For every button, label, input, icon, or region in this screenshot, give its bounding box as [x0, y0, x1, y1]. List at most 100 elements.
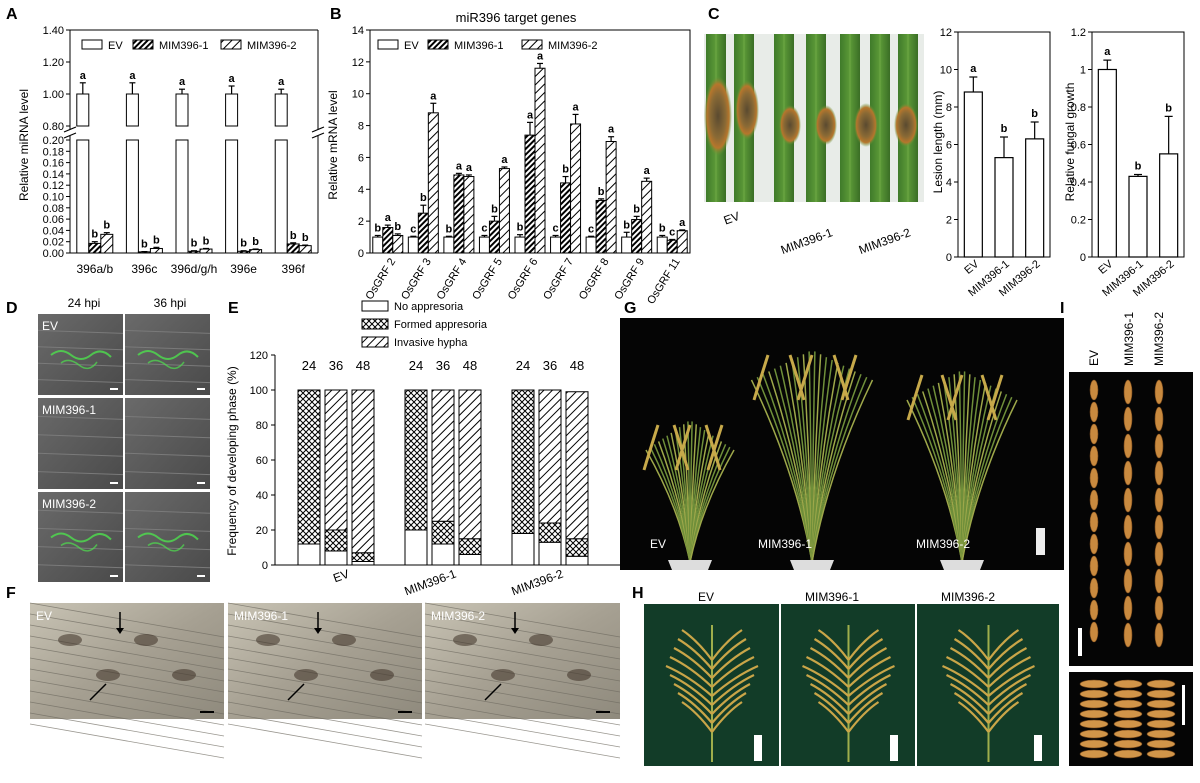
c-lesion-ytick-label: 6 — [946, 140, 952, 152]
panicle-branch — [681, 701, 713, 733]
grain-side — [1113, 709, 1143, 719]
b-xtick-label: OsGRF 9 — [612, 256, 647, 302]
c-fungal-ytick-label: 0.8 — [1071, 102, 1086, 114]
a-sig-letter: a — [179, 76, 186, 88]
scale-bar — [596, 711, 610, 713]
b-xtick-label: OsGRF 3 — [399, 256, 434, 302]
e-group-label: EV — [331, 567, 351, 586]
a-ytick-label: 0.02 — [43, 237, 64, 249]
grain — [1089, 599, 1099, 621]
grain — [1154, 541, 1164, 567]
cell-wall-line — [124, 434, 211, 439]
leaf-lesion-photo — [704, 34, 924, 202]
panicle-branch — [711, 683, 751, 715]
pot — [790, 560, 834, 570]
a-bar-ev-upper — [225, 93, 239, 127]
panicle-branch — [946, 674, 990, 706]
pigment-spot — [491, 669, 515, 681]
grain — [1089, 489, 1099, 511]
lesion-spot — [735, 80, 759, 140]
c-fungal-xtick-label: EV — [1096, 258, 1115, 277]
cell-file-line — [424, 679, 621, 715]
cell-file-line — [29, 712, 225, 748]
grain — [1123, 460, 1133, 486]
panicle-branch — [677, 638, 713, 670]
rice-tiller — [961, 399, 1018, 563]
grain-side — [1113, 699, 1143, 709]
legend-label-formed-appresoria: Formed appresoria — [394, 319, 488, 331]
a-sig-letter: b — [91, 229, 98, 241]
c-lesion-ylabel: Lesion length (mm) — [931, 91, 945, 194]
a-bar-ev-upper — [175, 93, 189, 127]
panicle-branch — [817, 629, 850, 661]
panicle-branch — [673, 647, 713, 679]
b-sig-letter: a — [430, 90, 437, 102]
cell-wall-line — [37, 452, 124, 457]
d-col-36hpi: 36 hpi — [154, 296, 187, 310]
legend-swatch-ev — [81, 39, 103, 50]
panicle-branch — [813, 638, 850, 670]
a-ytick-label: 1.40 — [43, 25, 64, 37]
a-bar-ev — [125, 139, 139, 254]
rice-panicle — [906, 374, 924, 421]
a-sig-letter: b — [203, 235, 210, 247]
e-stack-seg — [538, 389, 562, 524]
a-bar-mim396-1 — [88, 242, 102, 254]
cell-file-line — [424, 602, 621, 638]
grain — [1154, 379, 1164, 405]
c-lesion-bar — [994, 157, 1014, 258]
pot — [940, 560, 984, 570]
b-sig-letter: b — [394, 221, 401, 233]
b-sig-letter: b — [598, 186, 605, 198]
panicle-branch — [987, 629, 1020, 661]
grain — [1154, 460, 1164, 486]
h-scale-bar — [754, 735, 762, 761]
b-ytick-label: 0 — [358, 248, 364, 260]
panel-label-c: C — [708, 6, 720, 23]
rice-tiller — [689, 449, 735, 563]
panicle-branch — [711, 664, 759, 697]
b-bar-ev — [656, 236, 668, 254]
grain — [1123, 622, 1133, 648]
cell-wall-line — [37, 564, 124, 569]
a-sig-letter: a — [278, 76, 285, 88]
a-ytick-label: 0.00 — [43, 248, 64, 260]
panicle-branch — [806, 656, 850, 688]
panicle-branch — [987, 664, 1035, 697]
e-stack-seg — [458, 389, 482, 540]
pigment-spot — [294, 669, 318, 681]
lesion-spot — [704, 76, 732, 156]
grain-side — [1079, 719, 1109, 729]
hypha-fluorescence — [60, 359, 98, 370]
arrow — [287, 683, 305, 701]
cell-file-line — [29, 690, 225, 726]
cell-wall-line — [124, 471, 211, 476]
panicle-branch — [949, 683, 990, 715]
panicle-branch — [677, 692, 713, 724]
grain-side — [1079, 739, 1109, 749]
c-fungal-ytick-label: 1 — [1080, 65, 1086, 77]
legend-swatch-invasive-hypha — [361, 336, 389, 348]
b-bar-ev — [478, 236, 490, 254]
e-stack-seg — [297, 543, 321, 566]
g-scale-bar — [1036, 528, 1045, 555]
panicle-branch — [809, 647, 850, 679]
a-xtick-label: 396f — [282, 262, 306, 276]
cell-wall-line — [124, 362, 211, 367]
panel-label-i: I — [1060, 300, 1064, 317]
e-stack-seg — [431, 520, 455, 545]
a-sig-letter: b — [302, 232, 309, 244]
grain-side — [1079, 709, 1109, 719]
grain-side — [1146, 699, 1176, 709]
h-label-mim396-2: MIM396-2 — [941, 590, 995, 604]
cell-wall-line — [124, 379, 211, 384]
b-bar-ev — [443, 236, 455, 254]
a-ytick-label: 0.18 — [43, 146, 64, 158]
a-ytick-label: 0.06 — [43, 214, 64, 226]
cell-wall-line — [37, 434, 124, 439]
grain — [1089, 577, 1099, 599]
a-sig-letter: b — [290, 230, 297, 242]
c-lesion-ytick-label: 8 — [946, 102, 952, 114]
d-row-label-mim396-1: MIM396-1 — [42, 403, 96, 417]
b-sig-letter: a — [385, 212, 392, 224]
